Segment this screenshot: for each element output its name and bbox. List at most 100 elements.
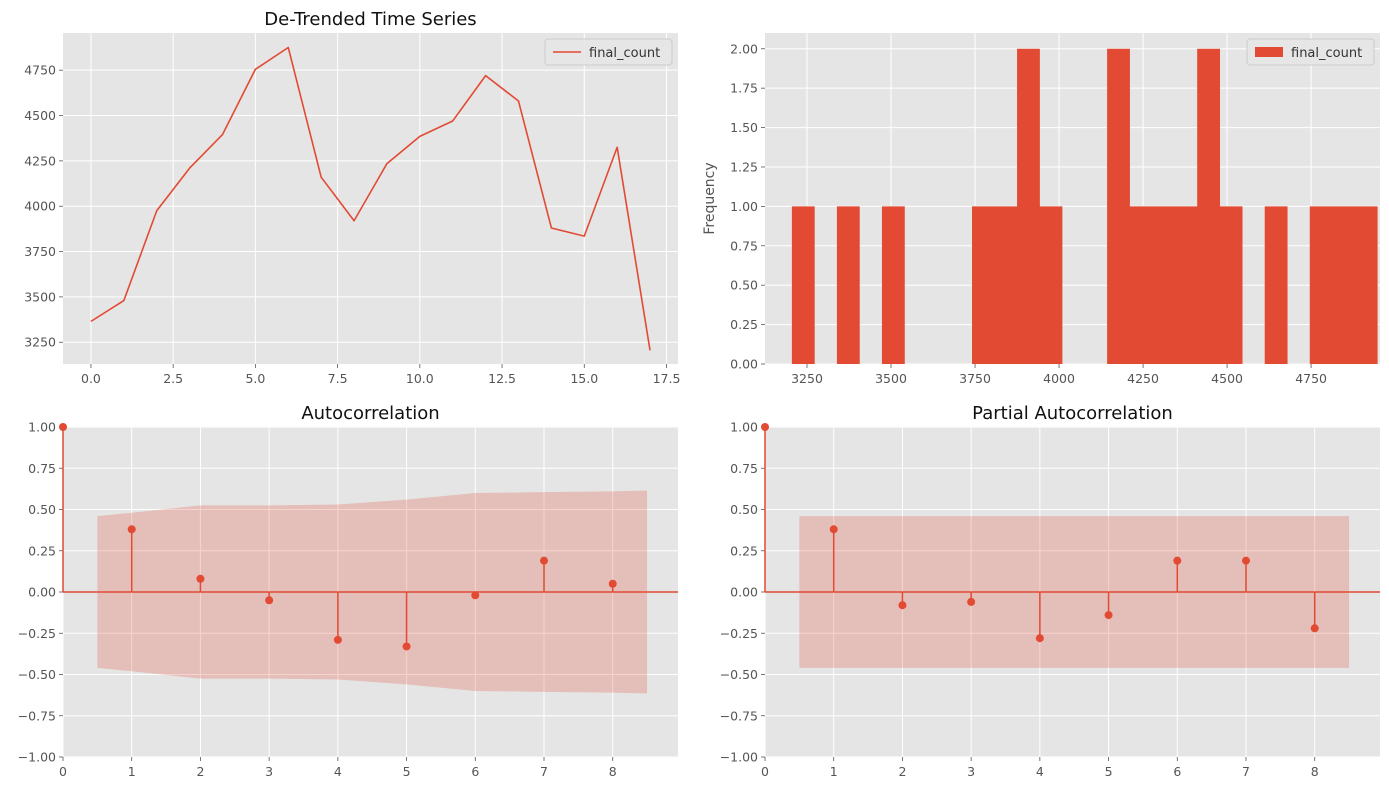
histogram-bar [1197, 48, 1220, 365]
x-tick-label: 0.0 [81, 371, 101, 386]
legend-box [544, 38, 673, 66]
x-tick-label: 5.0 [245, 371, 265, 386]
histogram-bar [1332, 206, 1356, 364]
chart-title: Autocorrelation [301, 403, 439, 424]
y-tick-label: 4000 [24, 199, 56, 214]
legend-label: final_count [1291, 46, 1362, 61]
stem-marker [402, 642, 411, 651]
x-tick-label: 3 [967, 764, 975, 779]
y-tick-label: 0.00 [730, 585, 758, 600]
x-tick-label: 1 [830, 764, 838, 779]
y-tick-label: 1.00 [730, 420, 758, 435]
chart-title: De-Trended Time Series [264, 9, 476, 30]
stem-marker [761, 423, 769, 431]
histogram-panel: 3250 3500 3750 4000 4250 4500 4750 0.00 0.25 0.50… [702, 33, 1380, 386]
x-tick-label: 6 [471, 764, 479, 779]
y-tick-label: 0.75 [730, 238, 758, 253]
x-tick-label: 0 [59, 764, 67, 779]
y-tick-label: 1.75 [730, 81, 758, 96]
stem-marker [1173, 556, 1182, 565]
stem-marker [608, 579, 617, 588]
stem-marker [471, 591, 480, 600]
stem-marker [540, 556, 549, 565]
y-tick-label: 0.75 [28, 461, 56, 476]
x-tick-label: 4 [334, 764, 342, 779]
y-tick-label: −1.00 [18, 750, 56, 765]
legend-label: final_count [589, 46, 660, 61]
histogram-bar [1107, 48, 1130, 365]
y-tick-label: 0.75 [730, 461, 758, 476]
x-tick-label: 7.5 [328, 371, 348, 386]
series-line [90, 46, 651, 351]
histogram-bar [1129, 206, 1153, 364]
histogram-bar [1152, 206, 1175, 364]
x-tick-label: 7 [1242, 764, 1250, 779]
y-tick-label: −0.50 [18, 667, 56, 682]
x-tick-label: 5 [1105, 764, 1113, 779]
stem-marker [59, 423, 67, 431]
stem-marker [1035, 634, 1044, 643]
stem-marker [196, 574, 205, 583]
y-tick-label: 0.25 [730, 543, 758, 558]
x-tick-label: 3 [265, 764, 273, 779]
stem-marker [1242, 556, 1251, 565]
x-tick-label: 4500 [1211, 371, 1243, 386]
y-tick-label: −0.25 [18, 626, 56, 641]
x-tick-label: 4250 [1127, 371, 1159, 386]
stem-marker [967, 597, 976, 606]
histogram-bar [1264, 206, 1288, 364]
x-tick-label: 4750 [1295, 371, 1327, 386]
y-tick-label: 4750 [24, 63, 56, 78]
stem-marker [1310, 624, 1319, 633]
legend-box [1246, 38, 1375, 66]
x-tick-label: 4000 [1043, 371, 1075, 386]
stem-marker [829, 525, 838, 534]
y-tick-label: −0.75 [18, 708, 56, 723]
histogram-bar [1354, 206, 1378, 364]
legend-bar-swatch [1255, 47, 1283, 57]
y-tick-label: −1.00 [720, 750, 758, 765]
y-tick-label: 4500 [24, 108, 56, 123]
x-tick-label: 2 [898, 764, 906, 779]
x-tick-label: 10.0 [406, 371, 434, 386]
y-tick-label: 1.25 [730, 159, 758, 174]
line-chart-panel: 0.0 2.5 5.0 7.5 10.0 12.5 15.0 17.5 3250 3500 3750… [24, 9, 680, 386]
histogram-bar [881, 206, 905, 364]
y-tick-label: 2.00 [730, 41, 758, 56]
x-tick-label: 8 [609, 764, 617, 779]
y-tick-label: 3250 [24, 335, 56, 350]
y-tick-label: 0.25 [730, 317, 758, 332]
stem-marker [265, 596, 274, 605]
histogram-bar [791, 206, 815, 364]
y-tick-label: 1.00 [730, 199, 758, 214]
y-tick-label: 1.50 [730, 120, 758, 135]
autocorrelation-panel: 0 1 2 3 4 5 6 7 8 −1.00 −0.75 −0.50 −0.25 0.00 0.25 0.5… [18, 403, 678, 779]
y-tick-label: 0.00 [730, 357, 758, 372]
x-tick-label: 6 [1173, 764, 1181, 779]
x-tick-label: 12.5 [488, 371, 516, 386]
x-tick-label: 3500 [875, 371, 907, 386]
y-axis-label: Frequency [702, 162, 718, 234]
y-tick-label: 0.50 [28, 502, 56, 517]
partial-autocorrelation-panel: 0 1 2 3 4 5 6 7 8 −1.00 −0.75 −0.50 −0.25 0.00 0.25 0.5… [720, 403, 1380, 779]
y-tick-label: 4250 [24, 153, 56, 168]
y-tick-label: 1.00 [28, 420, 56, 435]
y-tick-label: 3500 [24, 289, 56, 304]
x-tick-label: 8 [1311, 764, 1319, 779]
chart-title: Partial Autocorrelation [972, 403, 1173, 424]
x-tick-label: 2 [196, 764, 204, 779]
histogram-bar [1039, 206, 1063, 364]
stem-marker [898, 601, 907, 610]
y-tick-label: 0.00 [28, 585, 56, 600]
histogram-bar [1219, 206, 1243, 364]
x-tick-label: 3250 [791, 371, 823, 386]
plot-background [63, 33, 678, 364]
x-tick-label: 5 [403, 764, 411, 779]
stem-marker [1104, 611, 1113, 620]
histogram-bar [994, 206, 1018, 364]
y-tick-label: −0.50 [720, 667, 758, 682]
y-tick-label: 3750 [24, 244, 56, 259]
stem-marker [333, 635, 342, 644]
x-tick-label: 1 [128, 764, 136, 779]
